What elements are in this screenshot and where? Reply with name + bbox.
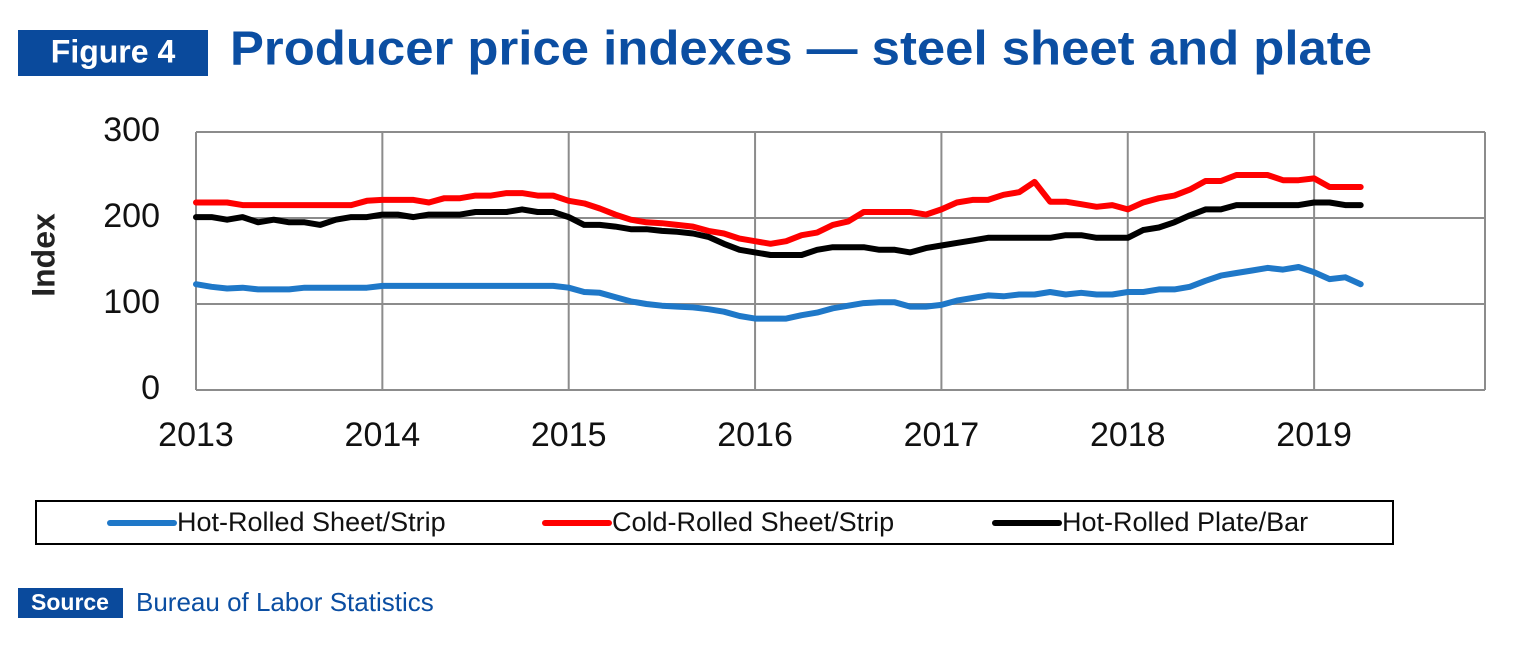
- source: Bureau of Labor Statistics: [136, 587, 434, 617]
- x-tick-label: 2019: [1276, 416, 1352, 454]
- legend-label: Cold-Rolled Sheet/Strip: [612, 507, 894, 537]
- source-badge: [18, 588, 123, 618]
- series-line: [193, 264, 1364, 322]
- series-line: [193, 199, 1364, 258]
- y-axis-label: Index: [25, 213, 61, 297]
- figure-badge: [18, 30, 208, 76]
- y-tick-label: 200: [103, 197, 160, 235]
- chart-title: Producer price indexes — steel sheet and…: [230, 23, 1372, 76]
- x-tick-label: 2013: [158, 416, 234, 454]
- y-tick-label: 300: [103, 111, 160, 149]
- x-tick-label: 2016: [717, 416, 793, 454]
- legend-label: Hot-Rolled Plate/Bar: [1062, 507, 1308, 537]
- source-label: Source: [31, 589, 109, 615]
- x-tick-label: 2014: [345, 416, 421, 454]
- legend-label: Hot-Rolled Sheet/Strip: [177, 507, 446, 537]
- figure-label: Figure 4: [51, 33, 176, 69]
- x-tick-label: 2015: [531, 416, 607, 454]
- x-tick-label: 2018: [1090, 416, 1166, 454]
- series-line: [193, 172, 1364, 247]
- y-tick-label: 100: [103, 283, 160, 321]
- legend-box: [35, 500, 1394, 545]
- x-tick-label: 2017: [904, 416, 980, 454]
- y-tick-label: 0: [141, 369, 160, 407]
